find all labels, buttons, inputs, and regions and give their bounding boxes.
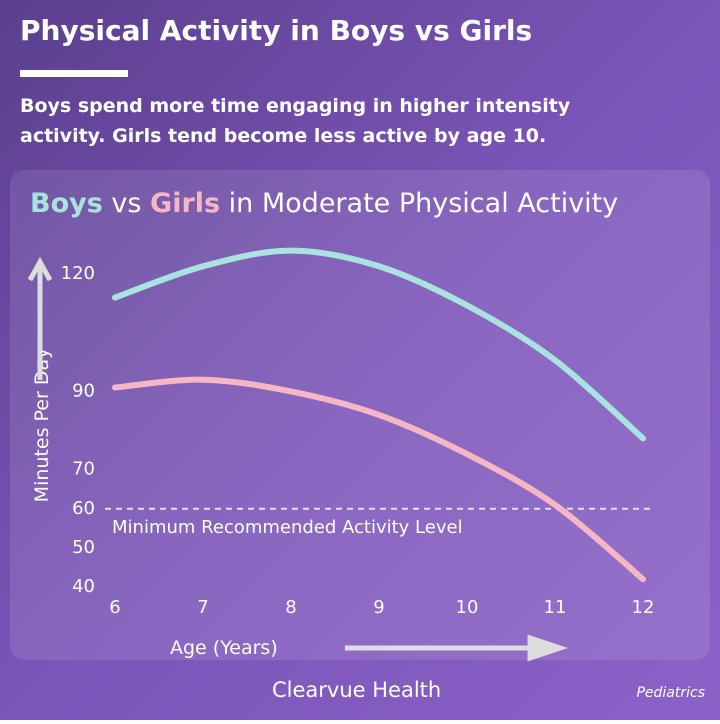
y-arrow	[27, 256, 53, 380]
title-underline	[20, 70, 128, 77]
y-tick-label: 60	[72, 498, 95, 519]
x-tick-label: 12	[632, 597, 655, 618]
title: Physical Activity in Boys vs Girls	[20, 14, 532, 47]
x-tick-label: 7	[197, 597, 208, 618]
x-tick-label: 8	[285, 597, 296, 618]
y-tick-label: 120	[61, 263, 95, 284]
series-line	[112, 376, 646, 583]
subtitle: Boys spend more time engaging in higher …	[20, 95, 571, 117]
x-arrow	[345, 634, 568, 662]
y-tick-label: 50	[72, 537, 95, 558]
y-tick-label: 40	[72, 576, 95, 597]
y-axis-label: Minutes Per Day	[31, 348, 53, 503]
chart-title-part: vs	[103, 188, 150, 219]
chart-title-part: Girls	[150, 188, 220, 219]
x-tick-label: 10	[456, 597, 479, 618]
x-tick-label: 9	[373, 597, 384, 618]
reference-label: Minimum Recommended Activity Level	[112, 517, 463, 538]
x-tick-label: 11	[544, 597, 567, 618]
subtitle: activity. Girls tend become less active …	[20, 125, 546, 147]
chart-title-part: Boys	[30, 188, 103, 219]
brand: Clearvue Health	[272, 678, 441, 702]
chart-panel	[10, 170, 710, 660]
y-tick-label: 70	[72, 459, 95, 480]
x-tick-label: 6	[109, 597, 120, 618]
chart-title-part: in Moderate Physical Activity	[220, 188, 618, 219]
y-tick-label: 90	[72, 380, 95, 401]
series-line	[112, 247, 646, 442]
tag: Pediatrics	[636, 685, 705, 701]
x-axis-label: Age (Years)	[170, 637, 278, 659]
chart-title: Boys vs Girls in Moderate Physical Activ…	[30, 188, 618, 219]
